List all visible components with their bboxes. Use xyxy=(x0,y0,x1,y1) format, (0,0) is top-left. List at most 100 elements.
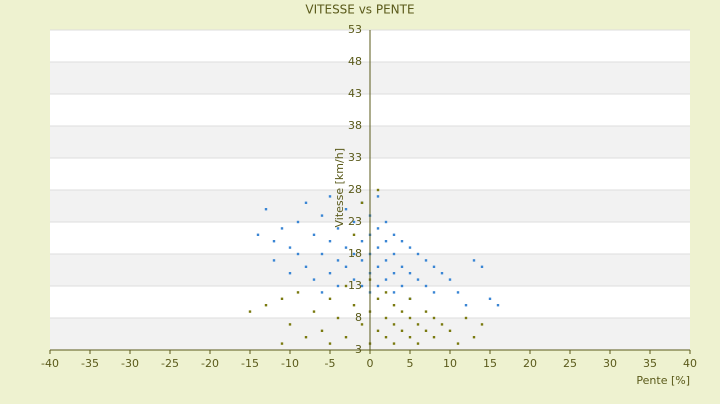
point xyxy=(392,272,396,275)
point xyxy=(320,252,324,256)
point xyxy=(336,259,340,262)
x-tick-label: 0 xyxy=(367,357,374,370)
y-tick-label: 43 xyxy=(348,87,362,100)
point xyxy=(432,265,436,268)
point xyxy=(424,259,428,262)
point xyxy=(336,227,340,230)
point xyxy=(376,284,380,288)
point xyxy=(360,240,364,243)
point xyxy=(360,201,364,204)
x-tick-label: -15 xyxy=(241,357,259,370)
point xyxy=(480,265,484,268)
y-tick-label: 28 xyxy=(348,183,362,196)
point xyxy=(392,291,396,294)
point xyxy=(328,272,332,275)
point xyxy=(280,227,284,230)
point xyxy=(360,259,364,262)
point xyxy=(392,233,396,236)
x-tick-label: -20 xyxy=(201,357,219,370)
point xyxy=(352,252,356,256)
point xyxy=(376,265,380,268)
point xyxy=(312,310,316,313)
point xyxy=(320,329,324,332)
point xyxy=(408,316,412,320)
point xyxy=(400,329,404,332)
point xyxy=(328,297,332,300)
y-tick-label: 48 xyxy=(348,55,362,68)
point xyxy=(464,304,468,307)
point xyxy=(424,329,428,332)
point xyxy=(400,240,404,243)
point xyxy=(336,316,340,320)
point xyxy=(480,323,484,326)
point xyxy=(392,304,396,307)
x-tick-label: -10 xyxy=(281,357,299,370)
point xyxy=(360,323,364,326)
point xyxy=(344,208,348,211)
point xyxy=(384,259,388,262)
point xyxy=(400,265,404,268)
point xyxy=(296,291,300,294)
point xyxy=(280,297,284,300)
point xyxy=(320,214,324,217)
point xyxy=(272,259,276,262)
point xyxy=(328,195,332,198)
point xyxy=(296,252,300,256)
point xyxy=(440,272,444,275)
x-tick-label: -25 xyxy=(161,357,179,370)
point xyxy=(448,278,452,281)
point xyxy=(376,246,380,249)
point xyxy=(392,342,396,345)
point xyxy=(280,342,284,345)
point xyxy=(352,304,356,307)
y-axis-label: Vitesse [km/h] xyxy=(333,148,346,228)
point xyxy=(272,240,276,243)
point xyxy=(408,336,412,339)
point xyxy=(256,233,260,236)
x-tick-label: -30 xyxy=(121,357,139,370)
point xyxy=(400,310,404,313)
point xyxy=(376,195,380,198)
point xyxy=(392,323,396,326)
x-tick-label: 30 xyxy=(603,357,617,370)
x-tick-label: 20 xyxy=(523,357,537,370)
point xyxy=(264,304,268,307)
y-tick-label: 23 xyxy=(348,215,362,228)
y-tick-label: 33 xyxy=(348,151,362,164)
point xyxy=(328,342,332,345)
point xyxy=(304,265,308,268)
x-tick-label: 35 xyxy=(643,357,657,370)
point xyxy=(344,265,348,268)
point xyxy=(344,246,348,249)
point xyxy=(384,220,388,224)
point xyxy=(384,291,388,294)
y-tick-label: 13 xyxy=(348,279,362,292)
point xyxy=(312,278,316,281)
point xyxy=(376,188,380,192)
y-tick-label: 3 xyxy=(355,343,362,356)
point xyxy=(392,252,396,256)
x-tick-label: 25 xyxy=(563,357,577,370)
x-tick-label: 10 xyxy=(443,357,457,370)
point xyxy=(432,291,436,294)
point xyxy=(424,284,428,288)
point xyxy=(448,329,452,332)
point xyxy=(432,336,436,339)
point xyxy=(296,220,300,224)
y-tick-label: 18 xyxy=(348,247,362,260)
point xyxy=(376,297,380,300)
point xyxy=(376,329,380,332)
y-tick-label: 38 xyxy=(348,119,362,132)
x-tick-label: -35 xyxy=(81,357,99,370)
point xyxy=(344,284,348,288)
point xyxy=(416,323,420,326)
point xyxy=(400,284,404,288)
point xyxy=(304,201,308,204)
x-tick-label: 40 xyxy=(683,357,697,370)
point xyxy=(488,297,492,300)
point xyxy=(472,259,476,262)
point xyxy=(336,284,340,288)
point xyxy=(328,240,332,243)
point xyxy=(376,227,380,230)
